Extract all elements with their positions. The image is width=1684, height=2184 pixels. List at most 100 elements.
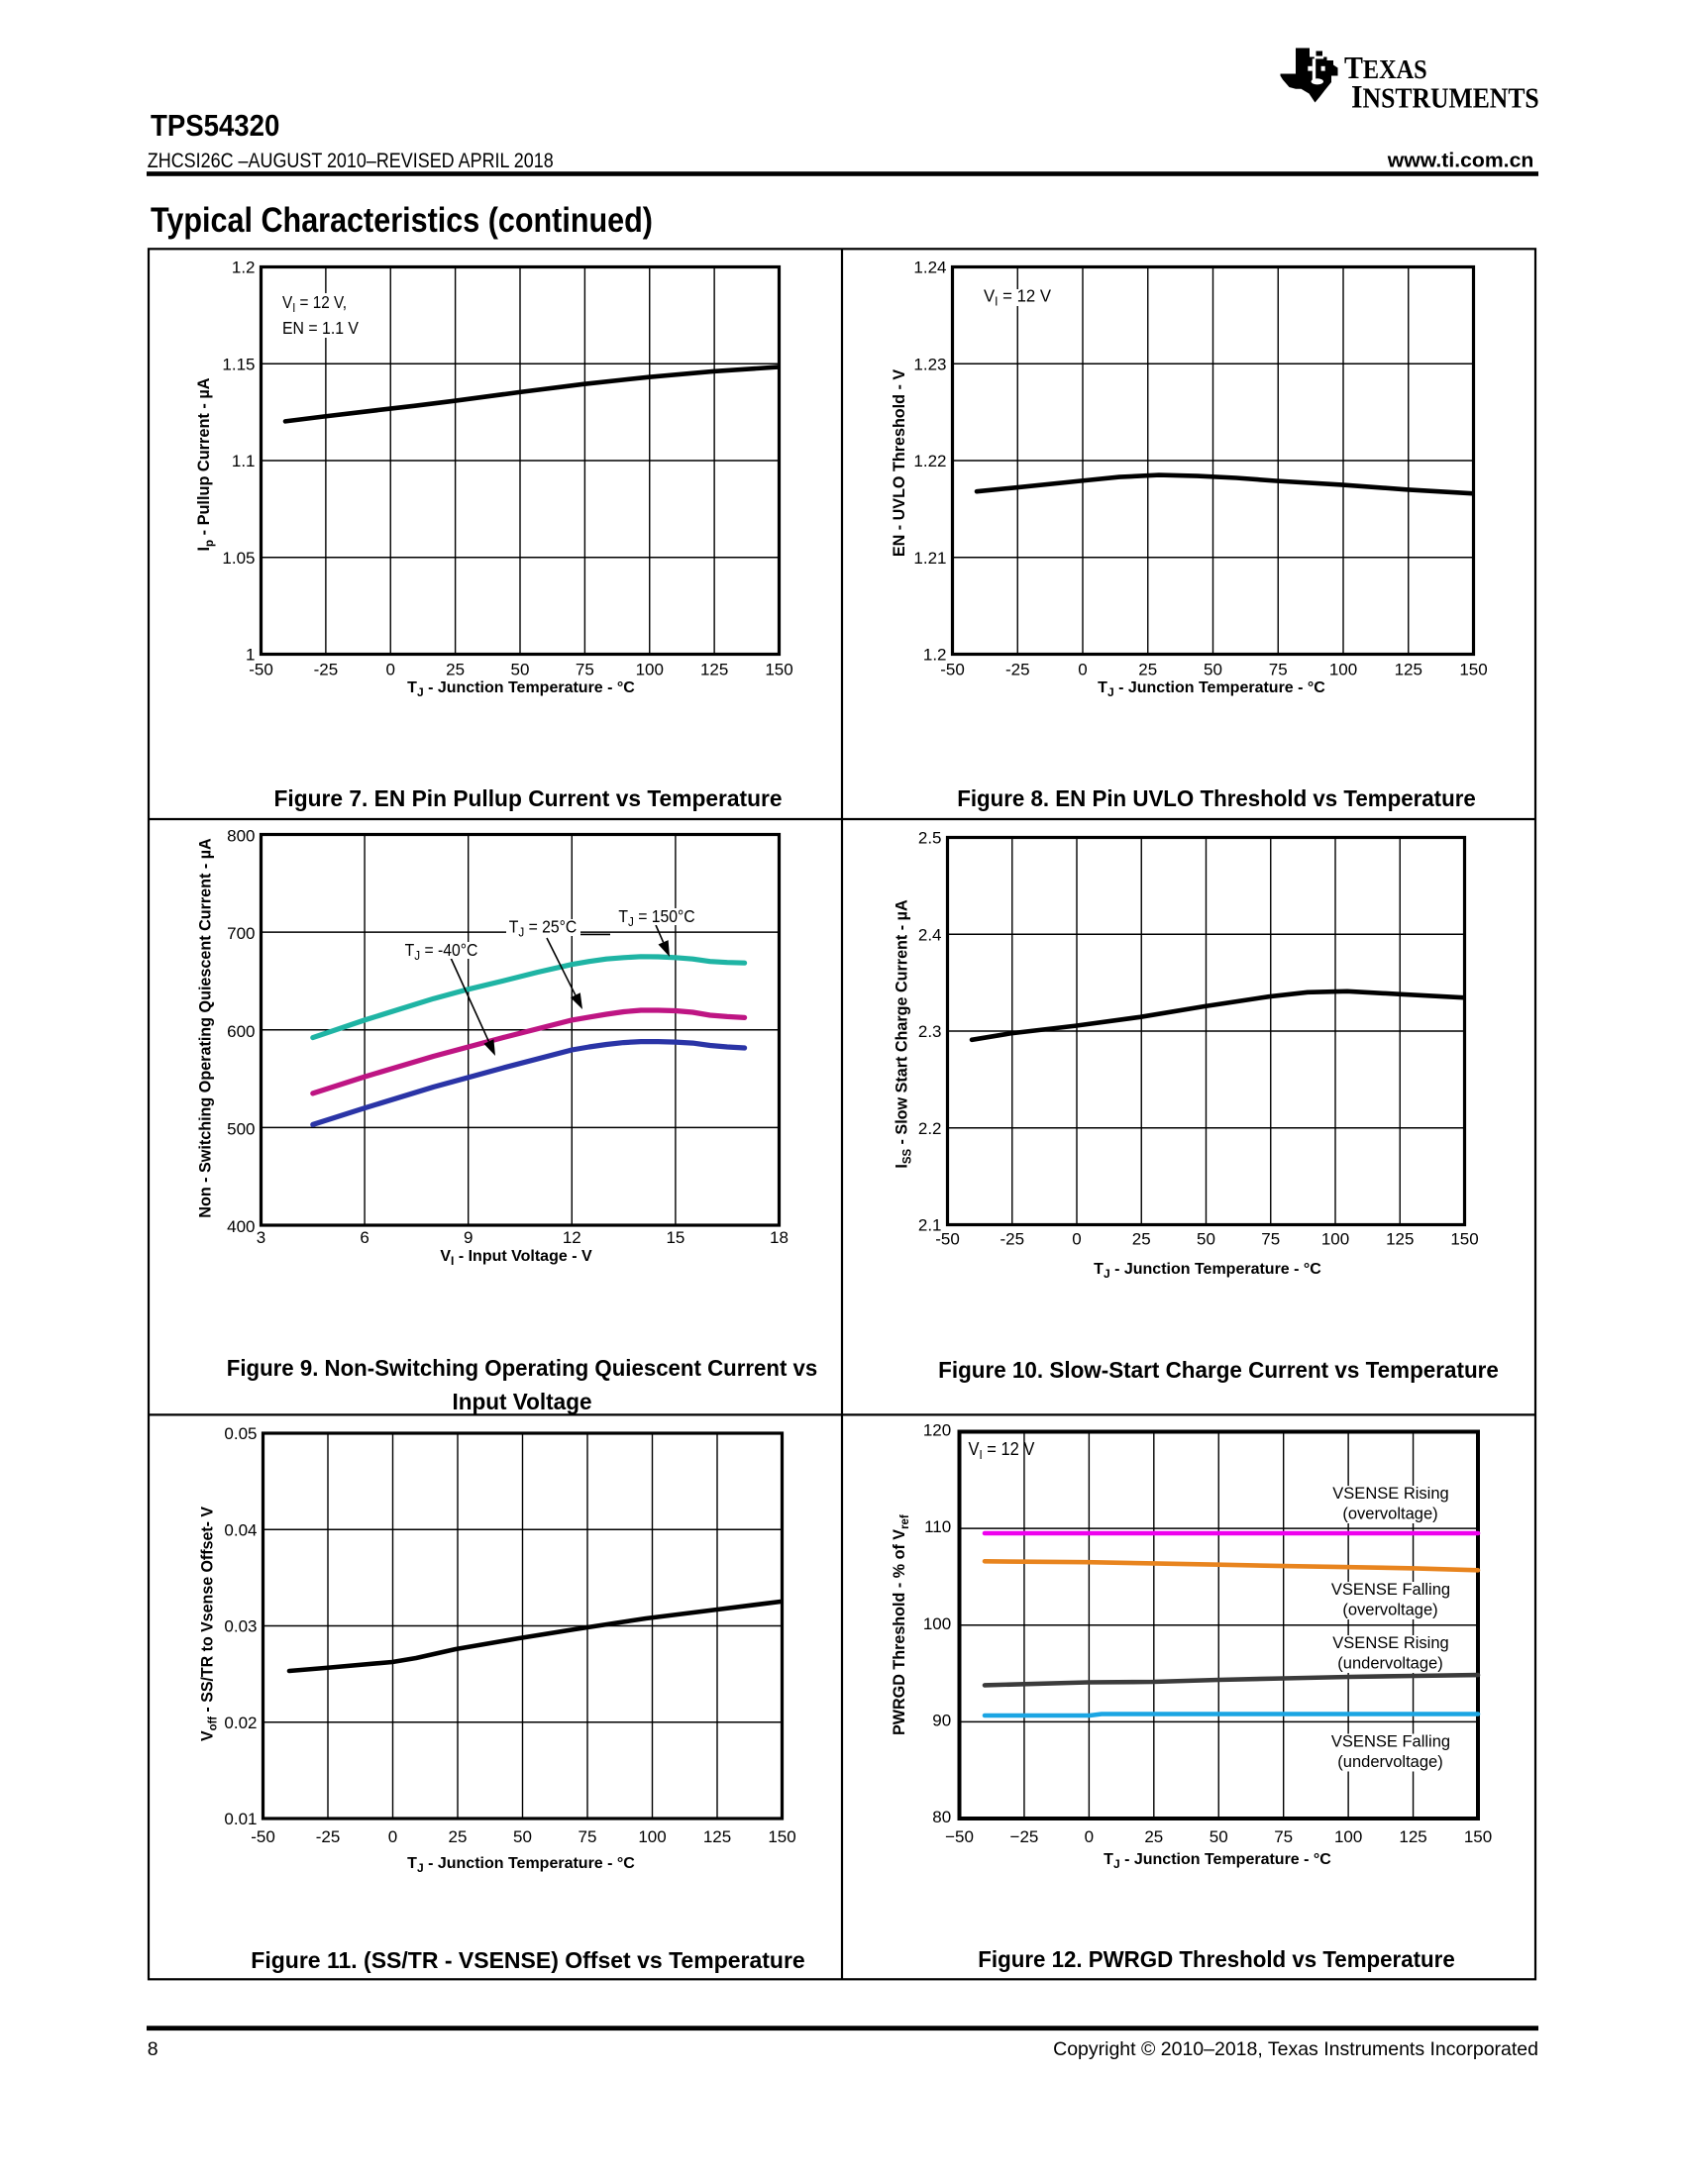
svg-text:1.1: 1.1 — [232, 452, 256, 470]
svg-text:100: 100 — [1334, 1827, 1362, 1846]
svg-text:−25: −25 — [1010, 1827, 1039, 1846]
svg-text:Figure 12. PWRGD Threshold vs: Figure 12. PWRGD Threshold vs Temperatur… — [978, 1946, 1454, 1972]
svg-text:75: 75 — [579, 1827, 597, 1846]
svg-text:600: 600 — [227, 1022, 255, 1041]
svg-text:(overvoltage): (overvoltage) — [1342, 1506, 1437, 1523]
svg-text:100: 100 — [1321, 1230, 1349, 1249]
svg-text:TJ - Junction Temperature - °C: TJ - Junction Temperature - °C — [407, 1855, 635, 1875]
svg-text:VSENSE Rising: VSENSE Rising — [1332, 1634, 1448, 1652]
svg-text:-25: -25 — [314, 661, 339, 679]
svg-text:ISS - Slow Start Charge Curren: ISS - Slow Start Charge Current - µA — [892, 899, 913, 1168]
svg-text:75: 75 — [1261, 1230, 1280, 1249]
svg-text:100: 100 — [638, 1827, 666, 1846]
svg-text:1.15: 1.15 — [222, 355, 255, 373]
svg-text:VSENSE Falling: VSENSE Falling — [1331, 1733, 1450, 1751]
svg-text:75: 75 — [1274, 1827, 1293, 1846]
svg-text:500: 500 — [227, 1119, 255, 1138]
svg-text:-50: -50 — [249, 661, 273, 679]
svg-text:125: 125 — [700, 661, 728, 679]
svg-text:(overvoltage): (overvoltage) — [1342, 1602, 1437, 1619]
svg-text:75: 75 — [576, 661, 594, 679]
svg-text:1.05: 1.05 — [222, 549, 255, 568]
svg-text:125: 125 — [1395, 661, 1422, 679]
svg-text:25: 25 — [449, 1827, 468, 1846]
svg-text:2.2: 2.2 — [918, 1119, 942, 1138]
svg-text:50: 50 — [1210, 1827, 1228, 1846]
svg-text:125: 125 — [1399, 1827, 1426, 1846]
svg-text:TJ - Junction Temperature - °C: TJ - Junction Temperature - °C — [1098, 679, 1325, 699]
svg-text:0.02: 0.02 — [224, 1714, 257, 1732]
svg-text:8: 8 — [148, 2038, 158, 2060]
svg-text:150: 150 — [1450, 1230, 1478, 1249]
svg-text:Non - Switching Operating Quie: Non - Switching Operating Quiescent Curr… — [195, 838, 214, 1217]
svg-text:75: 75 — [1269, 661, 1288, 679]
svg-text:0.01: 0.01 — [224, 1810, 257, 1828]
svg-text:50: 50 — [513, 1827, 532, 1846]
svg-text:1.2: 1.2 — [923, 646, 947, 665]
svg-text:TEXAS: TEXAS — [1344, 52, 1427, 86]
svg-text:2.4: 2.4 — [918, 925, 942, 944]
svg-text:(undervoltage): (undervoltage) — [1337, 1655, 1442, 1673]
svg-text:110: 110 — [924, 1517, 951, 1536]
svg-text:2.5: 2.5 — [918, 829, 942, 848]
svg-text:Figure 11. (SS/TR - VSENSE) Of: Figure 11. (SS/TR - VSENSE) Offset vs Te… — [251, 1947, 804, 1973]
svg-text:800: 800 — [227, 827, 255, 846]
svg-text:6: 6 — [360, 1228, 368, 1247]
svg-text:TJ = -40°C: TJ = -40°C — [405, 940, 478, 963]
svg-text:25: 25 — [446, 661, 465, 679]
svg-text:VI = 12 V: VI = 12 V — [984, 285, 1051, 309]
svg-text:0.04: 0.04 — [224, 1520, 257, 1539]
svg-text:700: 700 — [227, 924, 255, 943]
svg-text:1: 1 — [246, 646, 255, 665]
svg-text:125: 125 — [1386, 1230, 1414, 1249]
svg-text:400: 400 — [227, 1217, 255, 1236]
svg-text:VSENSE Rising: VSENSE Rising — [1332, 1485, 1448, 1503]
svg-text:0: 0 — [1085, 1827, 1094, 1846]
svg-text:ZHCSI26C –AUGUST 2010–REVISED: ZHCSI26C –AUGUST 2010–REVISED APRIL 2018 — [148, 150, 554, 173]
svg-text:125: 125 — [703, 1827, 731, 1846]
svg-text:25: 25 — [1138, 661, 1157, 679]
svg-text:TJ - Junction Temperature - °C: TJ - Junction Temperature - °C — [1094, 1261, 1321, 1281]
svg-text:TJ = 25°C: TJ = 25°C — [509, 917, 578, 940]
svg-text:VI - Input Voltage - V: VI - Input Voltage - V — [440, 1248, 592, 1268]
svg-text:0: 0 — [1078, 661, 1087, 679]
svg-text:EN - UVLO Threshold - V: EN - UVLO Threshold - V — [890, 369, 908, 557]
svg-text:VI = 12 V,: VI = 12 V, — [282, 292, 347, 315]
svg-text:25: 25 — [1144, 1827, 1163, 1846]
svg-text:1.24: 1.24 — [913, 259, 946, 277]
svg-text:2.3: 2.3 — [918, 1022, 942, 1041]
svg-text:120: 120 — [923, 1421, 951, 1440]
svg-text:-25: -25 — [1000, 1230, 1024, 1249]
svg-text:-50: -50 — [251, 1827, 275, 1846]
svg-text:150: 150 — [768, 1827, 795, 1846]
svg-text:15: 15 — [666, 1228, 684, 1247]
svg-text:1.21: 1.21 — [913, 549, 946, 568]
svg-text:-50: -50 — [935, 1230, 960, 1249]
svg-text:Figure 8. EN Pin UVLO Threshol: Figure 8. EN Pin UVLO Threshold vs Tempe… — [957, 785, 1476, 811]
svg-text:0: 0 — [388, 1827, 397, 1846]
svg-text:Typical Characteristics (conti: Typical Characteristics (continued) — [151, 200, 653, 239]
svg-text:0.03: 0.03 — [224, 1617, 257, 1636]
svg-text:Figure 9. Non-Switching Operat: Figure 9. Non-Switching Operating Quiesc… — [227, 1356, 818, 1381]
svg-text:50: 50 — [1204, 661, 1222, 679]
svg-text:INSTRUMENTS: INSTRUMENTS — [1351, 78, 1539, 115]
svg-text:−50: −50 — [945, 1827, 974, 1846]
svg-text:150: 150 — [1459, 661, 1487, 679]
svg-text:VSENSE Falling: VSENSE Falling — [1331, 1581, 1450, 1599]
svg-text:Copyright © 2010–2018, Texas I: Copyright © 2010–2018, Texas Instruments… — [1053, 2038, 1538, 2060]
svg-text:TJ - Junction Temperature - °C: TJ - Junction Temperature - °C — [1104, 1851, 1331, 1871]
svg-text:Input Voltage: Input Voltage — [452, 1389, 591, 1414]
svg-text:1.2: 1.2 — [232, 259, 256, 277]
svg-text:(undervoltage): (undervoltage) — [1337, 1753, 1442, 1771]
svg-text:VI = 12 V: VI = 12 V — [969, 1438, 1035, 1462]
svg-text:150: 150 — [765, 661, 792, 679]
svg-text:12: 12 — [563, 1228, 581, 1247]
svg-text:PWRGD Threshold - % of Vref: PWRGD Threshold - % of Vref — [890, 1514, 911, 1735]
svg-text:TPS54320: TPS54320 — [151, 109, 279, 144]
svg-text:www.ti.com.cn: www.ti.com.cn — [1387, 150, 1534, 171]
svg-text:0: 0 — [1072, 1230, 1081, 1249]
svg-text:18: 18 — [770, 1228, 789, 1247]
svg-text:EN = 1.1 V: EN = 1.1 V — [282, 318, 360, 338]
svg-text:80: 80 — [932, 1808, 951, 1826]
svg-text:2.1: 2.1 — [918, 1216, 942, 1235]
